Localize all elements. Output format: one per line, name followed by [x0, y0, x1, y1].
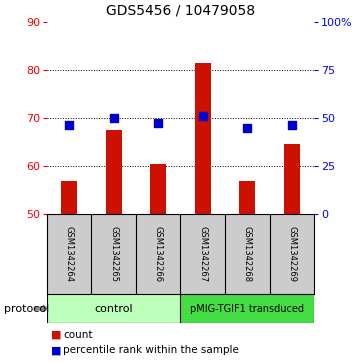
Bar — [239, 180, 255, 214]
Text: GSM1342266: GSM1342266 — [154, 226, 163, 282]
Point — [200, 113, 206, 118]
Text: GSM1342264: GSM1342264 — [65, 226, 74, 282]
Point — [66, 122, 72, 128]
Point — [244, 125, 250, 130]
Text: GSM1342265: GSM1342265 — [109, 226, 118, 282]
Text: protocol: protocol — [4, 303, 49, 314]
Text: count: count — [63, 330, 93, 340]
Bar — [284, 144, 300, 214]
Text: GSM1342268: GSM1342268 — [243, 226, 252, 282]
Point — [155, 120, 161, 126]
Point — [111, 115, 117, 121]
Bar — [61, 180, 77, 214]
Text: control: control — [95, 303, 133, 314]
Text: ■: ■ — [51, 345, 61, 355]
Bar — [180, 294, 314, 323]
Title: GDS5456 / 10479058: GDS5456 / 10479058 — [106, 4, 255, 18]
Text: pMIG-TGIF1 transduced: pMIG-TGIF1 transduced — [190, 303, 304, 314]
Bar — [47, 294, 180, 323]
Text: GSM1342267: GSM1342267 — [198, 226, 207, 282]
Text: percentile rank within the sample: percentile rank within the sample — [63, 345, 239, 355]
Text: GSM1342269: GSM1342269 — [287, 226, 296, 282]
Bar — [195, 63, 210, 214]
Bar — [106, 130, 122, 214]
Text: ■: ■ — [51, 330, 61, 340]
Bar — [151, 164, 166, 214]
Point — [289, 122, 295, 128]
